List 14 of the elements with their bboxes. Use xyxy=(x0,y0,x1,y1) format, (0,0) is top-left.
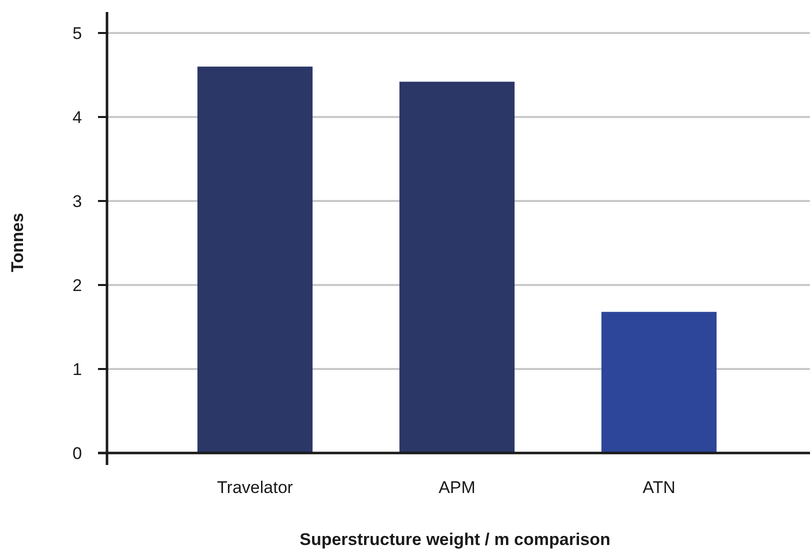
bar xyxy=(399,82,515,453)
x-tick-label: APM xyxy=(438,478,476,497)
x-tick-label: Travelator xyxy=(217,478,294,497)
y-tick-label: 3 xyxy=(72,192,82,211)
y-tick-label: 2 xyxy=(72,276,82,295)
y-axis-title: Tonnes xyxy=(8,212,27,272)
bar xyxy=(601,312,717,453)
x-axis-title: Superstructure weight / m comparison xyxy=(300,530,610,549)
y-tick-label: 0 xyxy=(72,444,82,463)
x-tick-label: ATN xyxy=(642,478,676,497)
bar xyxy=(197,66,313,453)
y-tick-label: 5 xyxy=(72,24,82,43)
y-tick-label: 1 xyxy=(72,360,82,379)
y-tick-label: 4 xyxy=(72,108,82,127)
